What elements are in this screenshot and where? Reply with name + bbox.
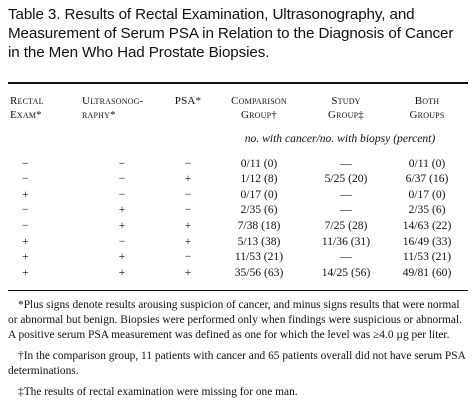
cell-rectal: − (22, 172, 29, 186)
header-row: Rectal Exam* Ultrasonog- raphy* PSA* Com… (8, 94, 468, 122)
table-row: + + − 11/53 (21) — 11/53 (21) (8, 249, 468, 265)
cell-both: 2/35 (6) (408, 203, 446, 217)
cell-ultrasonography: − (118, 156, 126, 170)
cell-comparison: 7/38 (18) (237, 218, 281, 232)
cell-both: 16/49 (33) (402, 234, 452, 248)
footnote-comparison-group: †In the comparison group, 11 patients wi… (8, 350, 466, 377)
cell-comparison: 0/11 (0) (240, 156, 278, 170)
cell-comparison: 0/17 (0) (240, 187, 278, 201)
cell-psa: + (184, 234, 192, 248)
col-header-line: Study (331, 95, 361, 107)
col-header-rectal-exam: Rectal Exam* (8, 94, 80, 122)
cell-study: — (340, 187, 352, 201)
cell-study: 7/25 (28) (324, 218, 368, 232)
footnotes: *Plus signs denote results arousing susp… (8, 298, 468, 406)
cell-ultrasonography: − (118, 187, 126, 201)
table-row: + − − 0/17 (0) — 0/17 (0) (8, 187, 468, 203)
table-row: − + − 2/35 (6) — 2/35 (6) (8, 202, 468, 218)
cell-psa: + (184, 265, 192, 279)
col-header-line: Comparison (231, 95, 287, 107)
top-rule (8, 82, 468, 84)
table-row: + − + 5/13 (38) 11/36 (31) 16/49 (33) (8, 234, 468, 250)
cell-rectal: − (22, 203, 29, 217)
cell-ultrasonography: + (118, 250, 126, 264)
cell-ultrasonography: + (118, 218, 126, 232)
col-header-line: Exam* (10, 109, 42, 121)
table-row: + + + 35/56 (63) 14/25 (56) 49/81 (60) (8, 265, 468, 281)
col-header-line: Group‡ (328, 109, 364, 121)
cell-both: 0/11 (0) (408, 156, 446, 170)
cell-psa: − (184, 156, 192, 170)
table-row: − + + 7/38 (18) 7/25 (28) 14/63 (22) (8, 218, 468, 234)
cell-rectal: + (22, 265, 29, 279)
cell-psa: − (184, 203, 192, 217)
cell-study: — (340, 203, 352, 217)
cell-both: 6/37 (16) (405, 172, 449, 186)
footnote-rectal-missing: ‡The results of rectal examination were … (18, 386, 298, 398)
footnote-plus-signs: *Plus signs denote results arousing susp… (8, 299, 462, 341)
cell-both: 14/63 (22) (402, 218, 452, 232)
cell-study: 11/36 (31) (321, 234, 371, 248)
cell-rectal: + (22, 187, 29, 201)
col-header-line: Rectal (10, 95, 44, 107)
cell-psa: − (184, 187, 192, 201)
col-header-line: Groups (409, 109, 445, 121)
col-header-both-groups: Both Groups (386, 94, 468, 122)
cell-ultrasonography: − (118, 172, 126, 186)
table-row: − − − 0/11 (0) — 0/11 (0) (8, 156, 468, 172)
results-table: Rectal Exam* Ultrasonog- raphy* PSA* Com… (8, 94, 468, 280)
col-header-line: Group† (241, 109, 277, 121)
cell-study: 5/25 (20) (324, 172, 368, 186)
cell-comparison: 11/53 (21) (234, 250, 284, 264)
cell-ultrasonography: − (118, 234, 126, 248)
col-header-psa: PSA* (164, 94, 212, 122)
cell-rectal: − (22, 218, 29, 232)
col-header-line: PSA* (174, 95, 202, 107)
cell-comparison: 2/35 (6) (240, 203, 278, 217)
cell-comparison: 35/56 (63) (234, 265, 284, 279)
cell-study: — (340, 156, 352, 170)
cell-both: 11/53 (21) (402, 250, 452, 264)
cell-both: 0/17 (0) (408, 187, 446, 201)
col-header-line: Both (414, 95, 440, 107)
cell-both: 49/81 (60) (402, 265, 452, 279)
cell-psa: + (184, 172, 192, 186)
cell-psa: + (184, 218, 192, 232)
cell-comparison: 1/12 (8) (240, 172, 278, 186)
col-header-comparison-group: Comparison Group† (212, 94, 306, 122)
cell-psa: − (184, 250, 192, 264)
cell-study: — (340, 250, 352, 264)
cell-ultrasonography: + (118, 203, 126, 217)
cell-ultrasonography: + (118, 265, 126, 279)
cell-rectal: + (22, 250, 29, 264)
bottom-rule (8, 290, 468, 291)
col-header-study-group: Study Group‡ (306, 94, 386, 122)
cell-rectal: − (22, 156, 29, 170)
cell-rectal: + (22, 234, 29, 248)
cell-study: 14/25 (56) (321, 265, 371, 279)
col-header-line: Ultrasonog- (82, 95, 144, 107)
col-header-line: raphy* (82, 109, 116, 121)
col-header-ultrasonography: Ultrasonog- raphy* (80, 94, 164, 122)
cell-comparison: 5/13 (38) (237, 234, 281, 248)
table-title: Table 3. Results of Rectal Examination, … (8, 6, 454, 61)
table-row: − − + 1/12 (8) 5/25 (20) 6/37 (16) (8, 171, 468, 187)
units-label: no. with cancer/no. with biopsy (percent… (244, 132, 436, 145)
